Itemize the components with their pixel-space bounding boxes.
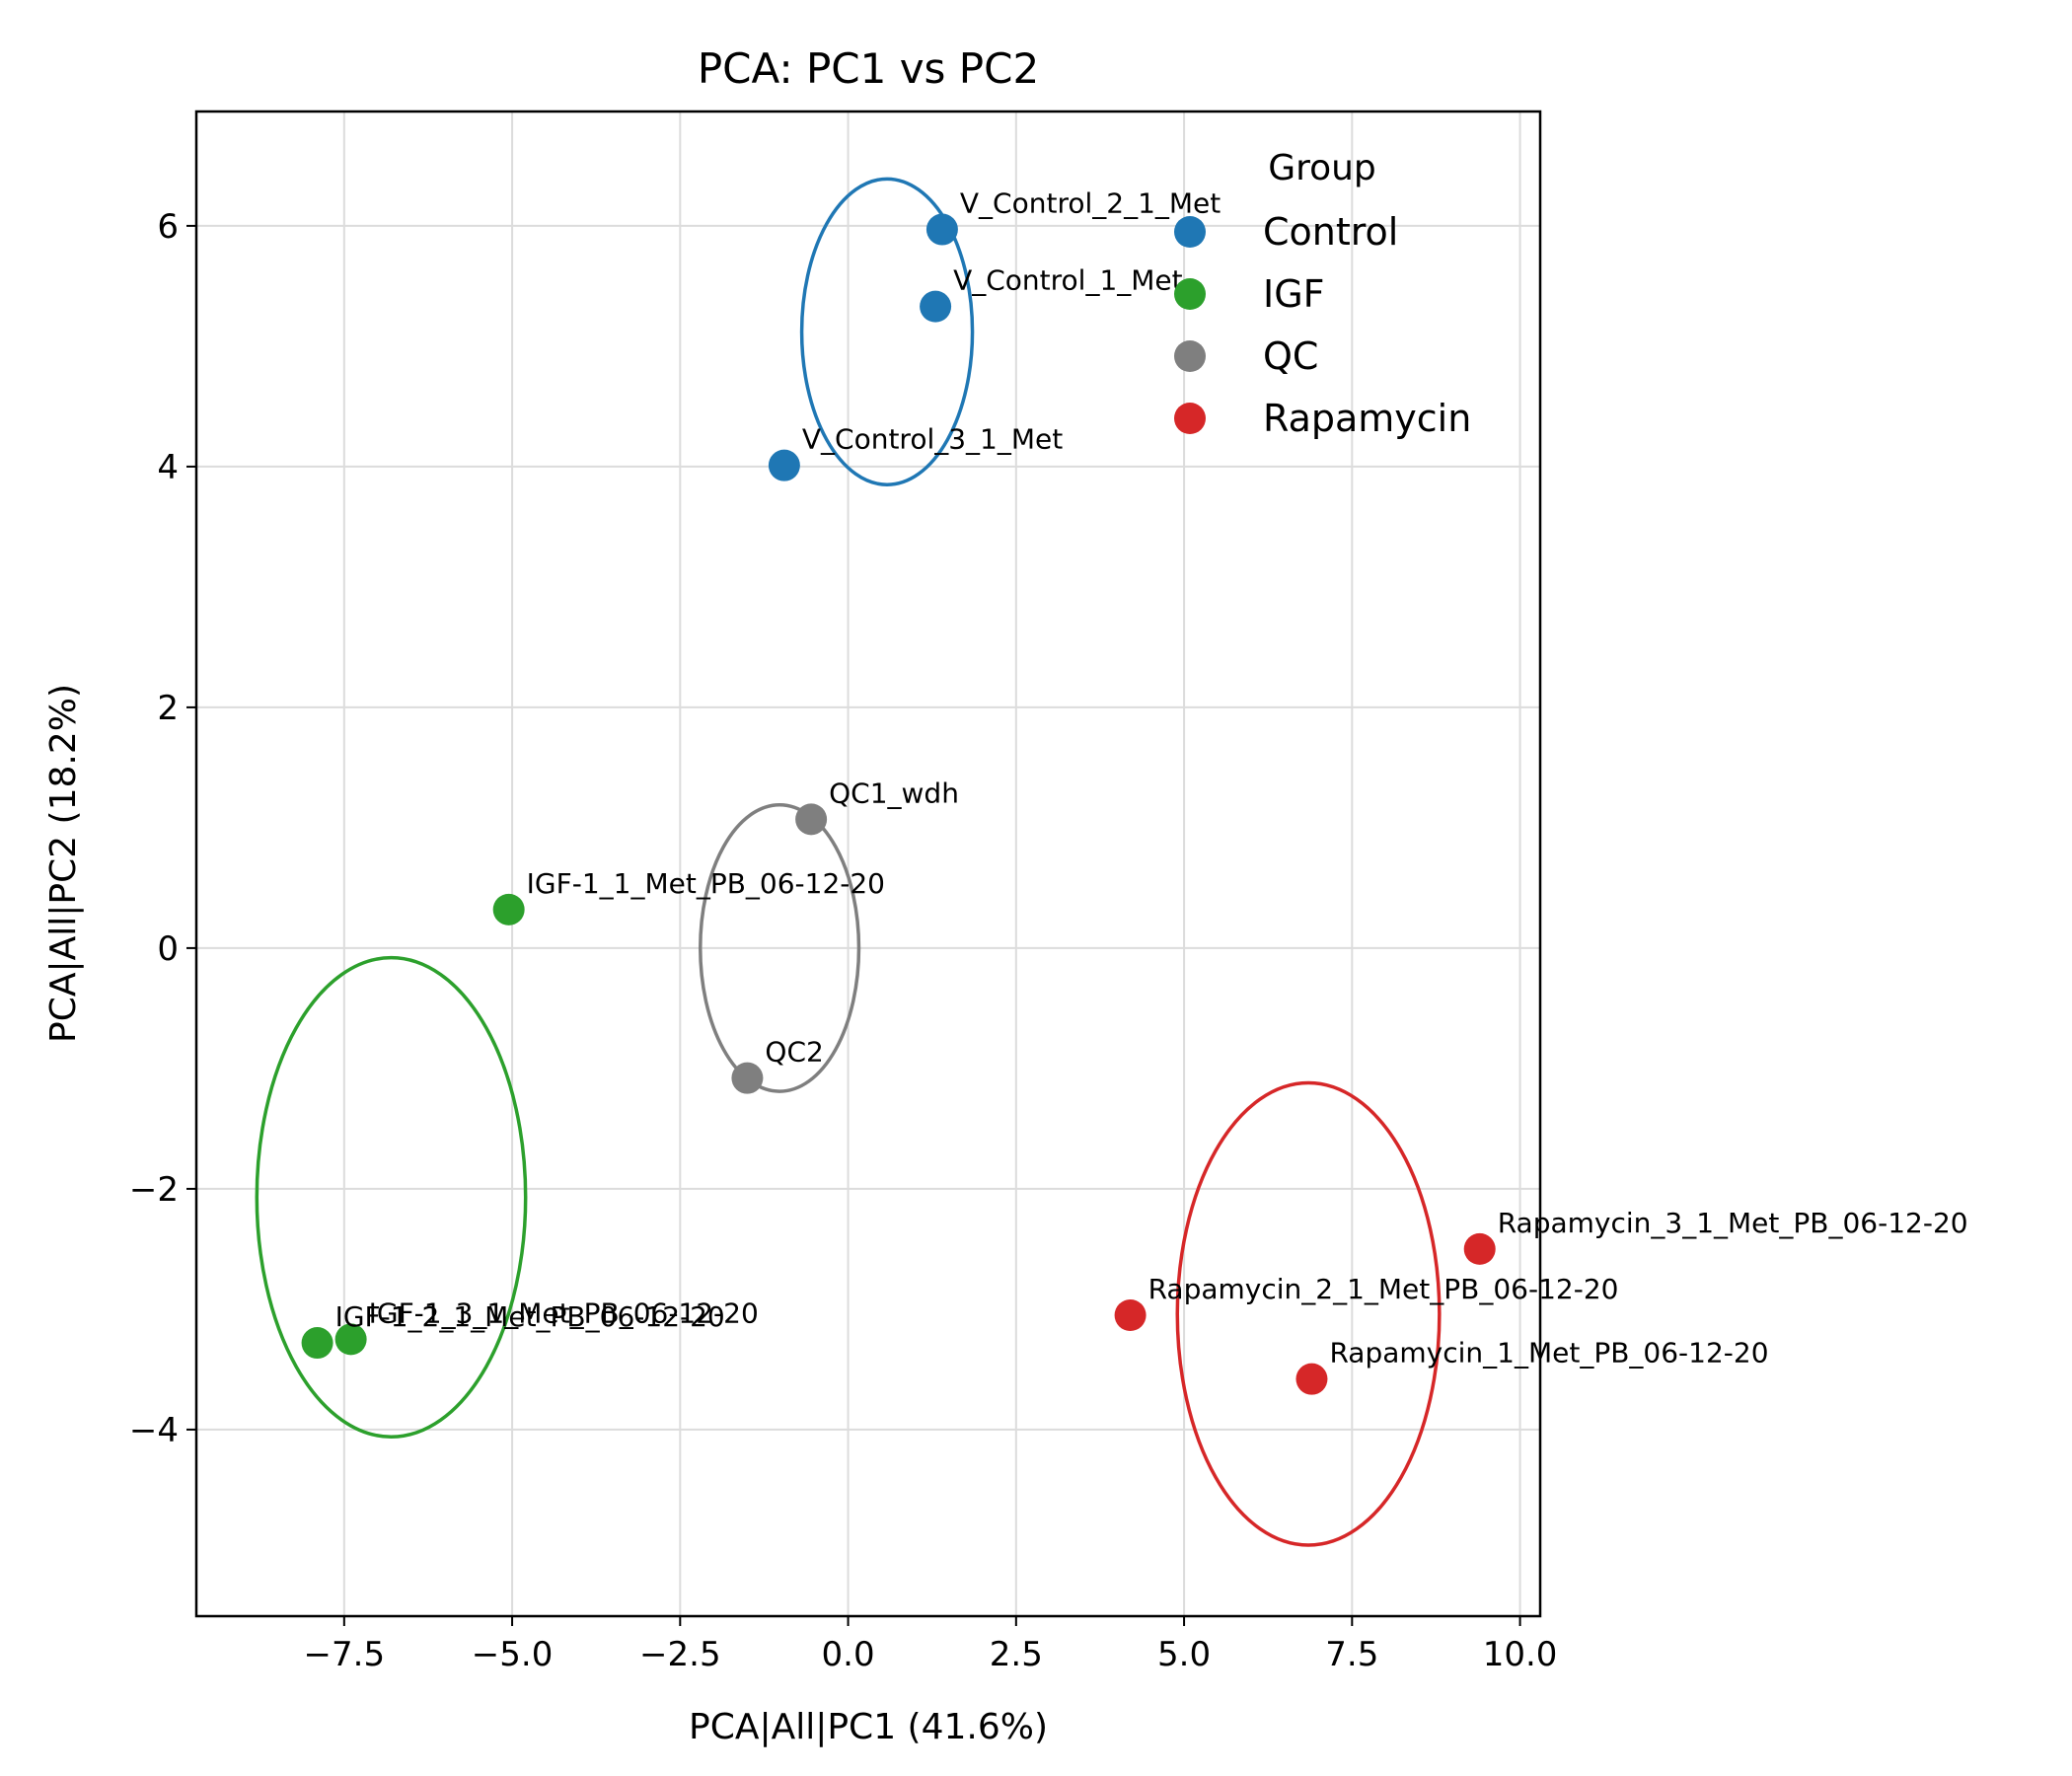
legend-marker-control [1174,216,1206,248]
point-labels: V_Control_2_1_Met V_Control_1_Met V_Contro… [335,187,1968,1369]
x-tick-label: 5.0 [1157,1635,1211,1674]
legend-marker-rapamycin [1174,403,1206,434]
point-label: IGF-1_3_1_Met_PB_06-12-20 [369,1296,759,1329]
x-tick-label: −5.0 [472,1635,554,1674]
x-tick-label: 7.5 [1325,1635,1378,1674]
legend: Group Control IGF QC Rapamycin [1174,148,1471,440]
x-tick-label: 0.0 [822,1635,875,1674]
confidence-ellipses [255,177,1442,1547]
y-tick-label: 4 [157,448,179,487]
legend-label-rapamycin: Rapamycin [1263,397,1471,440]
control-point [925,213,958,246]
point-label: IGF-1_2_1_Met_PB_06-12-20 [335,1300,725,1333]
point-label: V_Control_2_1_Met [960,187,1221,220]
point-label: IGF-1_1_Met_PB_06-12-20 [527,867,885,900]
control-point [768,449,800,481]
legend-label-control: Control [1263,210,1398,254]
x-axis-ticks: −7.5 −5.0 −2.5 0.0 2.5 5.0 7.5 10.0 [304,1616,1558,1674]
rapamycin-ellipse [1175,1080,1442,1547]
point-label: Rapamycin_3_1_Met_PB_06-12-20 [1498,1207,1968,1239]
igf-point [334,1323,367,1356]
grid [196,111,1540,1616]
legend-marker-igf [1174,278,1206,310]
data-points [301,213,1496,1395]
control-ellipse [799,177,975,486]
rapamycin-point [1463,1232,1496,1265]
igf-ellipse [255,955,528,1439]
legend-items: Control IGF QC Rapamycin [1174,210,1471,440]
x-tick-label: −7.5 [304,1635,386,1674]
plot-frame [194,110,1542,1618]
y-tick-label: −4 [129,1411,179,1450]
y-tick-label: 0 [157,929,179,969]
qc-point [795,803,828,836]
control-point [920,290,952,323]
legend-title: Group [1268,148,1376,188]
x-tick-label: 10.0 [1483,1635,1558,1674]
x-tick-label: −2.5 [639,1635,721,1674]
y-tick-label: −2 [129,1170,179,1210]
y-tick-label: 6 [157,207,179,247]
legend-label-igf: IGF [1263,272,1325,316]
point-label: Rapamycin_2_1_Met_PB_06-12-20 [1148,1273,1619,1305]
x-axis-label: PCA|All|PC1 (41.6%) [689,1707,1048,1747]
qc-ellipse [699,802,861,1093]
point-label: V_Control_1_Met [953,264,1183,297]
chart-title: PCA: PC1 vs PC2 [698,44,1039,93]
point-label: V_Control_3_1_Met [802,423,1063,456]
y-axis-label: PCA|All|PC2 (18.2%) [43,684,84,1043]
y-tick-label: 2 [157,689,179,728]
igf-point [492,893,525,925]
qc-point [731,1062,764,1094]
point-label: QC2 [765,1036,823,1069]
igf-point [301,1327,333,1360]
rapamycin-point [1114,1299,1147,1331]
legend-marker-qc [1174,340,1206,372]
point-label: QC1_wdh [829,777,959,809]
x-tick-label: 2.5 [990,1635,1043,1674]
point-label: Rapamycin_1_Met_PB_06-12-20 [1329,1337,1768,1369]
y-axis-ticks: −4 −2 0 2 4 6 [129,207,196,1450]
legend-label-qc: QC [1263,334,1318,378]
rapamycin-point [1295,1363,1328,1395]
